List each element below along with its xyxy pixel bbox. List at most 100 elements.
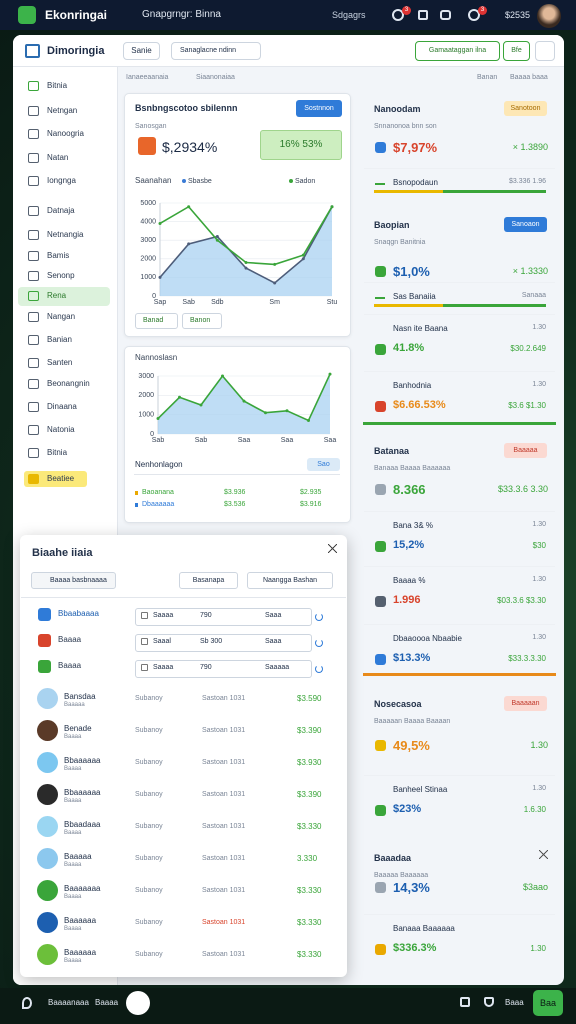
field-text[interactable]: 790	[200, 664, 212, 671]
sidebar-item[interactable]: Beatiee	[47, 474, 75, 483]
tab[interactable]: Sanie	[123, 42, 160, 60]
card-subtitle: Sanosgan	[135, 123, 167, 130]
avatar[interactable]	[537, 4, 561, 28]
field-action[interactable]	[315, 665, 323, 673]
row-col: Subanoy	[135, 919, 163, 926]
nav-item[interactable]: Bbaabaaaa	[58, 609, 99, 618]
sidebar-item[interactable]: Datnaja	[47, 206, 75, 215]
badge: 3	[478, 6, 487, 15]
row-col: Sastoan 1031	[202, 855, 246, 862]
item-meta: 1.30	[532, 324, 546, 331]
sidebar-item[interactable]: Netnangia	[47, 230, 84, 239]
field-action[interactable]	[315, 639, 323, 647]
item-value: $336.3%	[393, 942, 437, 954]
sidebar-item[interactable]: Beonangnin	[47, 379, 90, 388]
item-label: Sas Banaiia	[393, 292, 436, 301]
avatar	[37, 784, 58, 805]
sidebar-item[interactable]: Natan	[47, 153, 69, 162]
card-side: $33.3.6 3.30	[497, 484, 548, 494]
sidebar-item[interactable]: Senonp	[47, 271, 75, 280]
field-text[interactable]: Saaal	[153, 638, 171, 645]
sidebar-item[interactable]: Netngan	[47, 106, 78, 115]
bottom-link[interactable]: Baaaanaaa	[48, 998, 89, 1007]
field-text[interactable]: Saaa	[265, 638, 282, 645]
card-badge[interactable]: Baaaaa	[504, 443, 547, 458]
card-title: Baopian	[374, 220, 410, 230]
icon[interactable]	[392, 9, 404, 21]
item-label: Banheel Stinaa	[393, 785, 448, 794]
sidebar-item[interactable]: Bamis	[47, 251, 70, 260]
top-bar	[0, 0, 576, 30]
card-subtitle: Banaaa Baaaa Baaaaaa	[374, 465, 451, 472]
nav-item[interactable]: Baaaa	[58, 661, 82, 670]
sidebar-item[interactable]: Santen	[47, 358, 73, 367]
icon[interactable]	[468, 9, 480, 21]
row-name: Baaaaaaa	[64, 884, 101, 893]
card-badge[interactable]: Baaaaan	[504, 696, 547, 711]
breadcrumb: Banan	[477, 74, 498, 81]
close-button[interactable]	[539, 850, 548, 859]
dropdown[interactable]	[535, 41, 555, 61]
item-value: $23%	[393, 803, 422, 815]
row-sub: Baaaa	[64, 798, 82, 804]
primary-button[interactable]: Gamaataggan ilna	[415, 41, 500, 61]
value-icon	[375, 484, 386, 495]
row-col: Subanoy	[135, 887, 163, 894]
bottom-button[interactable]: Baa	[533, 990, 563, 1016]
card-side: × 1.3330	[512, 266, 548, 276]
row-name: Benade	[64, 724, 92, 733]
row-col: Sastoan 1031	[202, 695, 246, 702]
item-meta: $3.336 1.96	[509, 178, 546, 185]
sidebar-item[interactable]: Iongnga	[47, 176, 76, 185]
icon	[418, 10, 428, 20]
card-badge[interactable]: Sanoaon	[504, 217, 547, 232]
field-text[interactable]: Saaaaa	[265, 664, 290, 671]
field-text[interactable]: Saaaa	[153, 612, 174, 619]
row-name: Bbaadaaa	[64, 820, 101, 829]
item-meta: 1.30	[532, 381, 546, 388]
card-button[interactable]: Sostnnon	[296, 100, 342, 117]
sidebar-icon	[28, 206, 39, 216]
close-button[interactable]	[328, 544, 337, 553]
search[interactable]: Gnapgrngr: Binna	[142, 9, 221, 20]
field-text[interactable]: Sb 300	[200, 638, 223, 645]
field-text[interactable]: Saaa	[265, 612, 282, 619]
modal-search[interactable]: Baaaa basbnaaaa	[31, 572, 116, 589]
sidebar-item[interactable]: Rena	[47, 291, 67, 300]
select[interactable]: Sanaglacne ndinn	[171, 42, 261, 60]
field-text[interactable]: Saaaa	[153, 664, 174, 671]
sidebar-item[interactable]: Bitnia	[47, 81, 68, 90]
page-title: Dimoringia	[47, 45, 105, 57]
secondary-button[interactable]: Bfe	[503, 41, 530, 61]
row-col: Subanoy	[135, 823, 163, 830]
filter[interactable]: Banon	[182, 313, 222, 329]
table-cell: $3.936	[224, 489, 246, 496]
filter[interactable]: Banad	[135, 313, 178, 329]
app-name: Ekonringai	[45, 8, 108, 22]
circle-button[interactable]	[126, 991, 150, 1015]
sidebar-item[interactable]: Bitnia	[47, 448, 68, 457]
item-label: Nasn ite Baana	[393, 324, 448, 333]
sidebar-item[interactable]: Dinaana	[47, 402, 77, 411]
sidebar-item[interactable]: Nanoogria	[47, 129, 84, 138]
bottom-link[interactable]: Baaaa	[95, 998, 119, 1007]
sidebar-item[interactable]: Natonia	[47, 425, 75, 434]
field-action[interactable]	[315, 613, 323, 621]
field-text[interactable]: 790	[200, 612, 212, 619]
sidebar-item[interactable]: Nangan	[47, 312, 76, 321]
card-badge[interactable]: Sanotoon	[504, 101, 547, 116]
modal-button[interactable]: Basanapa	[179, 572, 238, 589]
row-col: Subanoy	[135, 759, 163, 766]
modal-button[interactable]: Naangga Bashan	[247, 572, 333, 589]
item-icon	[375, 654, 386, 665]
row-col: Sastoan 1031	[202, 759, 246, 766]
item-icon	[375, 944, 386, 955]
row-name: Baaaaa	[64, 852, 92, 861]
sidebar-icon	[28, 271, 39, 281]
item-divider	[364, 314, 555, 315]
field	[135, 634, 312, 652]
item-divider	[364, 566, 555, 567]
card-title: Nosecasoa	[374, 699, 422, 709]
sidebar-item[interactable]: Banian	[47, 335, 72, 344]
nav-item[interactable]: Baaaa	[58, 635, 82, 644]
